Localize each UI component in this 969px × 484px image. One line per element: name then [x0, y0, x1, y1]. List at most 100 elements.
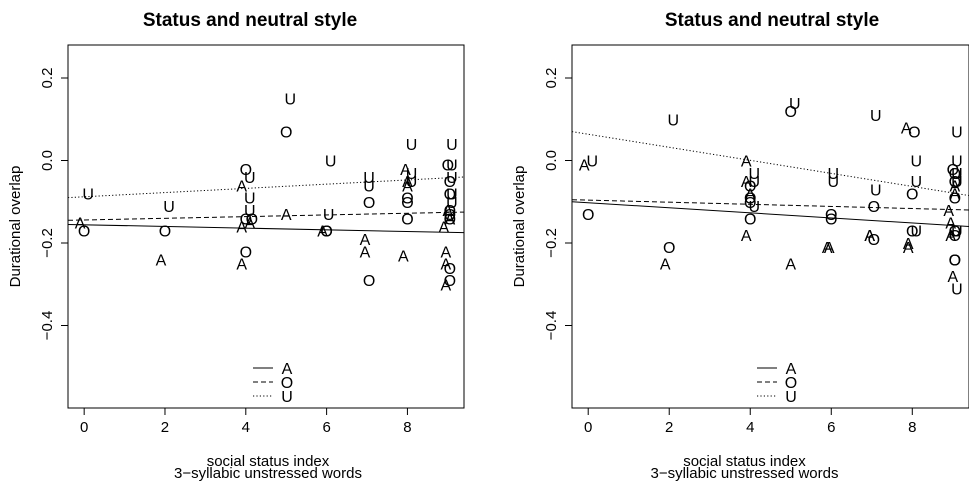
data-point-O: O — [785, 104, 797, 121]
data-point-U: U — [244, 170, 256, 187]
x-tick-label: 4 — [746, 419, 754, 436]
data-point-U: U — [446, 187, 458, 204]
data-point-U: U — [406, 137, 418, 154]
data-point-O: O — [949, 253, 961, 270]
x-tick-label: 2 — [161, 419, 169, 436]
data-point-A: A — [360, 244, 371, 261]
data-point-U: U — [446, 170, 458, 187]
data-point-O: O — [444, 203, 456, 220]
data-point-A: A — [281, 207, 292, 224]
data-point-A: A — [440, 244, 451, 261]
data-point-U: U — [667, 112, 679, 129]
data-point-U: U — [446, 137, 458, 154]
data-point-O: O — [582, 207, 594, 224]
data-point-U: U — [951, 166, 963, 183]
data-point-O: O — [825, 211, 837, 228]
chart-title: Status and neutral style — [143, 10, 357, 31]
data-point-U: U — [911, 174, 923, 191]
data-point-A: A — [741, 154, 752, 171]
data-point-U: U — [284, 92, 296, 109]
data-point-U: U — [244, 191, 256, 208]
x-axis-label: social status index — [207, 453, 330, 470]
data-point-A: A — [903, 236, 914, 253]
data-point-O: O — [363, 195, 375, 212]
data-point-U: U — [951, 125, 963, 142]
data-point-U: U — [749, 174, 761, 191]
legend-label-O: O — [281, 375, 293, 392]
data-point-U: U — [163, 199, 175, 216]
legend-label-O: O — [785, 375, 797, 392]
data-point-O: O — [947, 162, 959, 179]
x-tick-label: 0 — [584, 419, 592, 436]
data-point-A: A — [317, 224, 328, 241]
data-point-O: O — [280, 125, 292, 142]
data-point-A: A — [438, 220, 449, 237]
fit-line-A — [572, 201, 969, 227]
data-point-U: U — [951, 154, 963, 171]
data-point-A: A — [947, 269, 958, 286]
data-point-A: A — [445, 211, 456, 228]
data-point-O: O — [240, 162, 252, 179]
y-tick-label: −0.4 — [543, 311, 560, 341]
data-point-O: O — [401, 211, 413, 228]
x-axis-sublabel: 3−syllabic unstressed words — [650, 465, 838, 482]
fit-line-O — [68, 211, 464, 221]
data-point-O: O — [401, 195, 413, 212]
data-point-O: O — [444, 207, 456, 224]
data-point-A: A — [903, 240, 914, 257]
data-point-A: A — [360, 232, 371, 249]
data-point-O: O — [868, 199, 880, 216]
data-point-O: O — [868, 232, 880, 249]
data-point-O: O — [949, 253, 961, 270]
data-point-U: U — [446, 195, 458, 212]
data-point-U: U — [951, 281, 963, 298]
data-point-O: O — [78, 224, 90, 241]
data-point-O: O — [744, 195, 756, 212]
data-point-U: U — [244, 203, 256, 220]
x-axis-sublabel: 3−syllabic unstressed words — [174, 465, 362, 482]
data-point-O: O — [401, 191, 413, 208]
data-point-A: A — [945, 215, 956, 232]
data-point-A: A — [236, 257, 247, 274]
y-tick-label: −0.2 — [39, 228, 56, 258]
fit-line-U — [572, 131, 969, 197]
data-point-O: O — [320, 224, 332, 241]
data-point-A: A — [943, 203, 954, 220]
data-point-O: O — [240, 211, 252, 228]
data-point-O: O — [320, 224, 332, 241]
data-point-O: O — [825, 207, 837, 224]
fit-line-O — [572, 199, 969, 211]
data-point-U: U — [406, 174, 418, 191]
data-point-U: U — [911, 224, 923, 241]
data-point-O: O — [444, 261, 456, 278]
data-point-A: A — [945, 228, 956, 245]
data-point-O: O — [246, 211, 258, 228]
data-point-A: A — [236, 220, 247, 237]
data-point-A: A — [949, 187, 960, 204]
data-point-A: A — [901, 121, 912, 138]
data-point-O: O — [949, 224, 961, 241]
data-point-U: U — [828, 174, 840, 191]
plot-content: AAAAAAAAAAAAAAAAAAAAOOOOOOOOOOOOOOOOOOOO… — [572, 96, 969, 298]
x-tick-label: 8 — [908, 419, 916, 436]
data-point-A: A — [579, 158, 590, 175]
data-point-U: U — [323, 207, 335, 224]
data-point-O: O — [744, 191, 756, 208]
data-point-A: A — [741, 174, 752, 191]
data-point-U: U — [951, 174, 963, 191]
data-point-U: U — [870, 108, 882, 125]
data-point-U: U — [870, 182, 882, 199]
legend-label-A: A — [786, 361, 797, 378]
data-point-O: O — [444, 273, 456, 290]
x-tick-label: 8 — [403, 419, 411, 436]
y-tick-label: −0.4 — [39, 311, 56, 341]
data-point-U: U — [586, 154, 598, 171]
data-point-O: O — [744, 178, 756, 195]
y-tick-label: 0.2 — [39, 68, 56, 89]
plot-area-frame — [571, 44, 969, 409]
data-point-U: U — [828, 166, 840, 183]
data-point-A: A — [741, 228, 752, 245]
data-point-O: O — [444, 174, 456, 191]
data-point-O: O — [442, 158, 454, 175]
